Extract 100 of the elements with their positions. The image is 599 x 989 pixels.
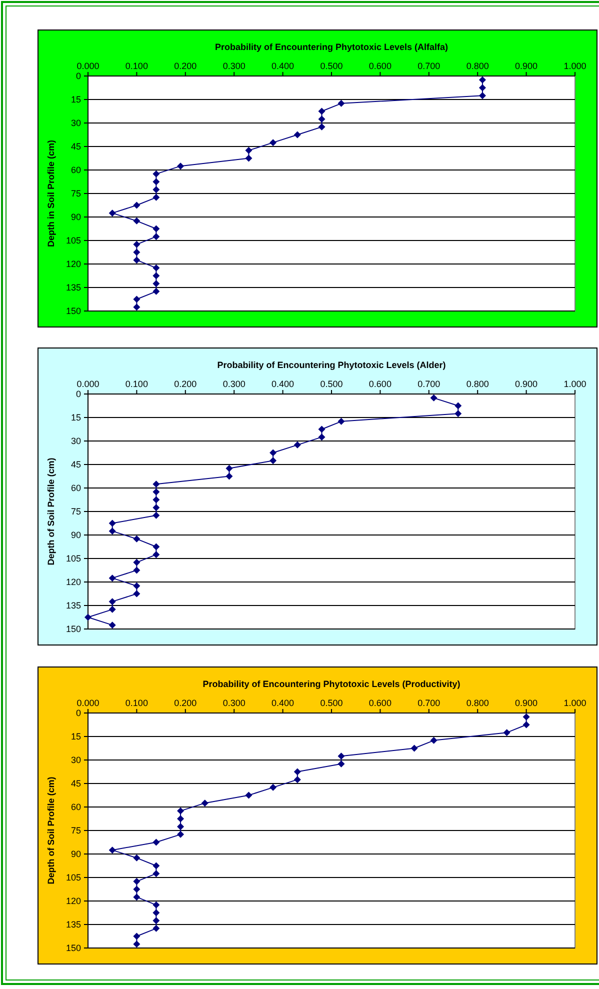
x-tick-label: 0.900 [515,379,538,389]
point [430,736,438,744]
x-tick-label: 0.900 [515,698,538,708]
point [152,543,160,550]
x-tick-label: 0.400 [272,698,294,708]
point [108,528,116,535]
chart-title: Probability of Encountering Phytotoxic Levels (Productivity) [202,679,460,689]
y-tick-label: 150 [66,624,81,634]
x-tick-label: 0.600 [368,379,392,389]
point [108,622,116,629]
point [318,426,326,433]
x-tick-label: 0.200 [174,61,197,71]
x-tick-label: 0.100 [125,61,148,71]
x-tick-label: 0.500 [320,698,343,708]
point [177,823,184,830]
y-tick-label: 105 [66,236,81,246]
point [177,815,184,822]
y-tick-label: 120 [66,259,81,270]
y-tick-label: 135 [66,282,81,293]
point [177,830,184,838]
y-tick-label: 0 [76,708,81,718]
x-tick-label: 1.000 [564,61,586,71]
point [108,846,116,854]
y-tick-label: 60 [70,165,81,176]
y-tick-label: 30 [70,436,81,446]
point [338,760,345,768]
point [338,418,345,425]
point [478,92,486,100]
point [201,800,208,807]
y-tick-label: 75 [70,506,81,517]
y-tick-label: 90 [70,849,81,860]
point [152,870,160,878]
point [294,441,301,448]
point [454,402,462,410]
point [270,784,277,791]
y-tick-label: 60 [70,802,81,812]
x-tick-label: 0.000 [76,698,100,708]
y-tick-label: 150 [66,306,81,316]
x-tick-label: 0.700 [418,61,440,71]
point [478,84,486,92]
point [133,256,140,264]
x-tick-label: 1.000 [564,698,586,708]
point [84,614,92,621]
x-tick-label: 0.600 [368,698,392,708]
point [245,154,252,162]
point [133,217,140,224]
point [152,924,160,932]
point [133,582,140,590]
point [294,131,301,138]
point [226,472,233,480]
point [318,116,326,123]
x-tick-label: 0.200 [174,698,197,708]
point [152,551,160,558]
point [152,917,160,924]
y-tick-label: 45 [70,778,81,789]
y-tick-label: 75 [70,826,81,836]
point [152,496,160,504]
x-tick-label: 0.600 [368,61,392,71]
point [152,233,160,240]
point [318,108,326,115]
point [152,225,160,232]
point [270,457,277,464]
point [338,752,345,760]
point [108,210,116,217]
x-tick-label: 0.500 [320,379,343,389]
x-tick-label: 0.800 [466,379,489,389]
point [503,729,510,736]
point [108,520,116,527]
point [152,194,160,201]
point [133,202,140,209]
x-tick-label: 0.800 [466,61,489,71]
point [430,394,438,402]
point [522,721,530,728]
x-tick-label: 0.300 [222,61,246,71]
point [152,862,160,870]
point [108,598,116,606]
y-tick-label: 150 [66,943,81,954]
point [133,558,140,566]
y-tick-label: 30 [70,755,81,766]
y-tick-label: 15 [70,732,81,742]
x-tick-label: 0.100 [125,698,148,708]
y-tick-label: 135 [66,920,81,930]
y-tick-label: 0 [76,71,81,82]
point [152,512,160,519]
x-tick-label: 0.700 [418,698,440,708]
y-axis-title: Depth of Soil Profile (cm) [46,458,56,566]
point [522,713,530,720]
x-tick-label: 0.800 [466,698,489,708]
point [108,606,116,613]
y-tick-label: 45 [70,142,81,152]
y-tick-label: 60 [70,483,81,494]
point [454,410,462,418]
point [338,100,345,107]
point [152,504,160,512]
y-tick-label: 75 [70,188,81,199]
point [410,744,418,752]
point [226,464,233,472]
chart-title: Probability of Encountering Phytotoxic Levels (Alder) [217,360,446,370]
y-tick-label: 15 [70,94,81,105]
y-axis-title: Depth of Soil Profile (cm) [46,776,56,884]
